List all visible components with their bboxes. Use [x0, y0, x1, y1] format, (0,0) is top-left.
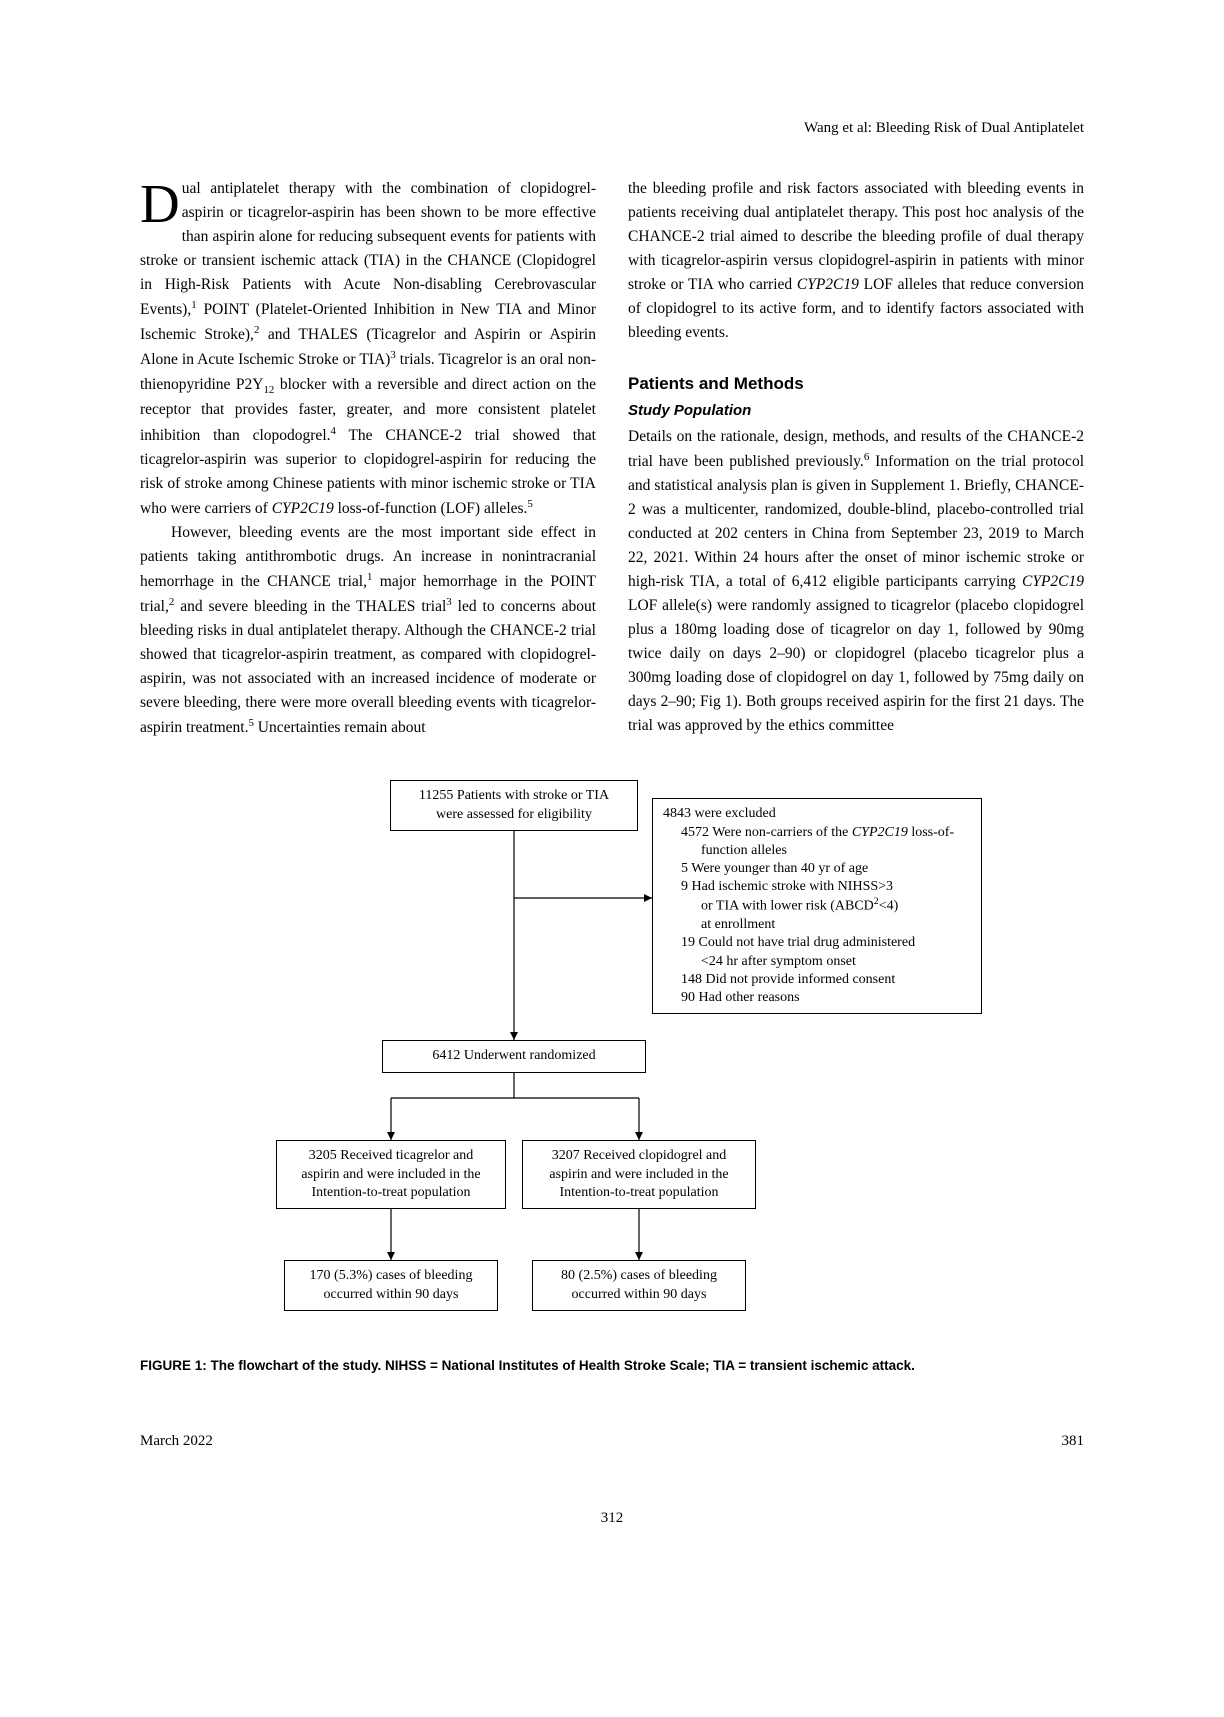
gene-name: CYP2C19 — [797, 276, 859, 293]
text: and severe bleeding in the THALES trial — [174, 598, 446, 615]
body-columns: Dual antiplatelet therapy with the combi… — [140, 177, 1084, 740]
flow-box-excluded: 4843 were excluded4572 Were non-carriers… — [652, 798, 982, 1014]
flow-box-ticagrelor: 3205 Received ticagrelor andaspirin and … — [276, 1140, 506, 1209]
heading-study-population: Study Population — [628, 399, 1084, 422]
bottom-page-number: 312 — [140, 1510, 1084, 1527]
figure-caption: FIGURE 1: The flowchart of the study. NI… — [140, 1358, 1084, 1373]
footer-page: 381 — [1062, 1433, 1085, 1450]
column-right: the bleeding profile and risk factors as… — [628, 177, 1084, 740]
text: ual antiplatelet therapy with the combin… — [140, 180, 596, 318]
text: led to concerns about bleeding risks in … — [140, 598, 596, 736]
figure-1: 11255 Patients with stroke or TIAwere as… — [140, 780, 1084, 1373]
footer-date: March 2022 — [140, 1433, 213, 1450]
sub-12: 12 — [263, 384, 274, 396]
text: Information on the trial protocol and st… — [628, 453, 1084, 590]
flow-box-bleeding-clopidogrel: 80 (2.5%) cases of bleedingoccurred with… — [532, 1260, 746, 1310]
text: Uncertainties remain about — [254, 719, 426, 736]
dropcap: D — [140, 177, 182, 228]
flow-box-clopidogrel: 3207 Received clopidogrel andaspirin and… — [522, 1140, 756, 1209]
column-left: Dual antiplatelet therapy with the combi… — [140, 177, 596, 740]
running-head: Wang et al: Bleeding Risk of Dual Antipl… — [140, 120, 1084, 137]
gene-name: CYP2C19 — [1022, 573, 1084, 590]
ref-5: 5 — [527, 498, 532, 510]
text: LOF allele(s) were randomly assigned to … — [628, 597, 1084, 734]
flowchart: 11255 Patients with stroke or TIAwere as… — [222, 780, 1002, 1340]
page-footer: March 2022 381 — [140, 1433, 1084, 1450]
paragraph-3: the bleeding profile and risk factors as… — [628, 177, 1084, 345]
gene-name: CYP2C19 — [272, 500, 334, 517]
paragraph-1: Dual antiplatelet therapy with the combi… — [140, 177, 596, 521]
text: loss-of-function (LOF) alleles. — [334, 500, 528, 517]
flow-box-bleeding-ticagrelor: 170 (5.3%) cases of bleedingoccurred wit… — [284, 1260, 498, 1310]
flow-box-randomized: 6412 Underwent randomized — [382, 1040, 646, 1072]
flow-box-assessed: 11255 Patients with stroke or TIAwere as… — [390, 780, 638, 830]
paragraph-4: Details on the rationale, design, method… — [628, 425, 1084, 738]
heading-patients-methods: Patients and Methods — [628, 371, 1084, 397]
paragraph-2: However, bleeding events are the most im… — [140, 521, 596, 741]
